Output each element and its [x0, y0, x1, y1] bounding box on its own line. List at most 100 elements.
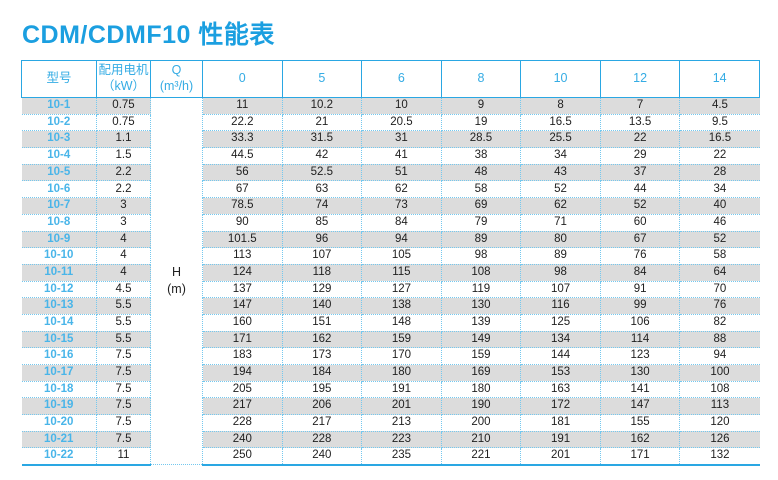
head-value-cell: 138: [361, 297, 442, 315]
col-header-flow-5: 5: [281, 60, 363, 98]
model-cell: 10-3: [21, 130, 97, 149]
head-value-cell: 94: [361, 230, 442, 249]
motor-power-cell: 2.2: [96, 163, 151, 182]
head-value-cell: 48: [440, 163, 522, 182]
head-value-cell: 52: [599, 197, 681, 215]
head-value-cell: 235: [361, 447, 442, 466]
head-value-cell: 195: [281, 380, 363, 399]
table-row: 10-21 7.5 240 228 223 210 191 162 126: [21, 430, 760, 449]
motor-power-cell: 5.5: [96, 313, 151, 332]
model-cell: 10-1: [21, 97, 97, 115]
head-value-cell: 159: [440, 347, 522, 365]
head-value-cell: 240: [202, 430, 283, 449]
head-value-cell: 190: [440, 397, 522, 416]
head-value-cell: 74: [281, 197, 363, 215]
model-cell: 10-22: [21, 447, 97, 466]
head-value-cell: 64: [679, 263, 760, 282]
model-cell: 10-19: [21, 397, 97, 416]
head-value-cell: 9: [440, 97, 522, 115]
head-value-cell: 58: [440, 180, 522, 199]
head-value-cell: 51: [361, 163, 442, 182]
head-value-cell: 134: [520, 330, 601, 349]
head-unit: (m): [167, 282, 186, 297]
motor-power-cell: 4: [96, 263, 151, 282]
model-cell: 10-8: [21, 213, 97, 232]
head-value-cell: 123: [599, 347, 681, 365]
col-header-flow-10: 10: [520, 60, 601, 98]
head-value-cell: 76: [599, 247, 681, 265]
head-value-cell: 172: [520, 397, 601, 416]
motor-power-cell: 0.75: [96, 97, 151, 115]
table-row: 10-17 7.5 194 184 180 169 153 130 100: [21, 364, 760, 382]
head-value-cell: 223: [361, 430, 442, 449]
head-value-cell: 113: [202, 247, 283, 265]
head-value-cell: 37: [599, 163, 681, 182]
head-value-cell: 163: [520, 380, 601, 399]
motor-power-cell: 2.2: [96, 180, 151, 199]
head-value-cell: 34: [679, 180, 760, 199]
motor-power-cell: 5.5: [96, 297, 151, 315]
model-cell: 10-6: [21, 180, 97, 199]
head-value-cell: 173: [281, 347, 363, 365]
head-value-cell: 162: [281, 330, 363, 349]
col-header-model: 型号: [21, 60, 97, 98]
head-value-cell: 240: [281, 447, 363, 466]
model-cell: 10-15: [21, 330, 97, 349]
head-value-cell: 28: [679, 163, 760, 182]
head-value-cell: 89: [440, 230, 522, 249]
head-value-cell: 62: [361, 180, 442, 199]
model-cell: 10-21: [21, 430, 97, 449]
col-header-flow-q: Q (m³/h): [150, 60, 203, 98]
header-row: 型号 配用电机 （kW） Q (m³/h) 0 5 6 8 10 12 14: [21, 60, 760, 98]
head-value-cell: 70: [679, 280, 760, 299]
head-value-cell: 213: [361, 414, 442, 432]
model-cell: 10-2: [21, 113, 97, 132]
head-value-cell: 16.5: [679, 130, 760, 149]
motor-power-cell: 1.1: [96, 130, 151, 149]
head-value-cell: 40: [679, 197, 760, 215]
col-header-motor: 配用电机 （kW）: [96, 60, 151, 98]
head-value-cell: 126: [679, 430, 760, 449]
head-value-cell: 44: [599, 180, 681, 199]
head-value-cell: 22.2: [202, 113, 283, 132]
col-header-flow-0: 0: [202, 60, 283, 98]
table-row: 10-4 1.5 44.5 42 41 38 34 29 22: [21, 147, 760, 165]
head-value-cell: 120: [679, 414, 760, 432]
head-value-cell: 200: [440, 414, 522, 432]
head-value-cell: 63: [281, 180, 363, 199]
head-value-cell: 127: [361, 280, 442, 299]
head-value-cell: 13.5: [599, 113, 681, 132]
table-row: 10-9 4 101.5 96 94 89 80 67 52: [21, 230, 760, 249]
head-value-cell: 206: [281, 397, 363, 416]
head-value-cell: 98: [520, 263, 601, 282]
head-value-cell: 108: [679, 380, 760, 399]
head-value-cell: 99: [599, 297, 681, 315]
head-value-cell: 22: [599, 130, 681, 149]
motor-power-cell: 7.5: [96, 380, 151, 399]
head-value-cell: 153: [520, 364, 601, 382]
head-value-cell: 100: [679, 364, 760, 382]
head-value-cell: 107: [520, 280, 601, 299]
motor-power-cell: 3: [96, 213, 151, 232]
table-row: 10-11 4 124 118 115 108 98 84 64: [21, 263, 760, 282]
head-value-cell: 31: [361, 130, 442, 149]
head-value-cell: 88: [679, 330, 760, 349]
head-symbol: H: [171, 265, 182, 280]
head-value-cell: 119: [440, 280, 522, 299]
head-value-cell: 147: [599, 397, 681, 416]
head-unit-cell: H (m): [150, 97, 203, 466]
col-header-flow-12: 12: [599, 60, 681, 98]
model-cell: 10-17: [21, 364, 97, 382]
head-value-cell: 9.5: [679, 113, 760, 132]
model-cell: 10-14: [21, 313, 97, 332]
page-title: CDM/CDMF10 性能表: [22, 21, 275, 49]
head-value-cell: 94: [679, 347, 760, 365]
head-value-cell: 221: [440, 447, 522, 466]
head-value-cell: 149: [440, 330, 522, 349]
head-value-cell: 194: [202, 364, 283, 382]
head-value-cell: 155: [599, 414, 681, 432]
model-cell: 10-18: [21, 380, 97, 399]
col-header-motor-line1: 配用电机: [98, 63, 149, 78]
motor-power-cell: 7.5: [96, 397, 151, 416]
